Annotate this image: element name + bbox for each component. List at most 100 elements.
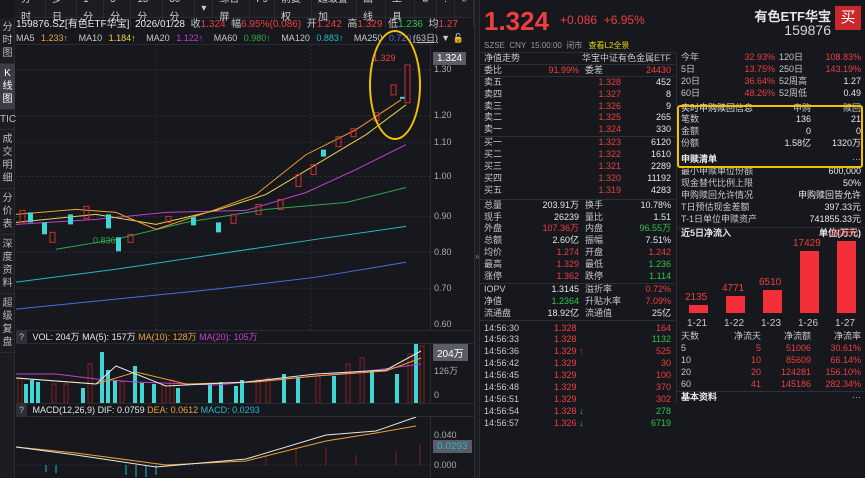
- ask-row[interactable]: 卖三 1.326 9: [484, 100, 671, 111]
- tab-intraday[interactable]: 分时: [15, 0, 47, 27]
- tab-multiday[interactable]: 多日: [46, 0, 78, 27]
- low-marker: 0.836: [93, 235, 115, 245]
- gear-icon[interactable]: ⚙: [415, 0, 437, 27]
- bid-row[interactable]: 买三 1.321 2289: [484, 161, 671, 172]
- vtab-replay[interactable]: 超级复盘: [0, 294, 15, 353]
- stat-row: 最高 1.329 最低 1.236: [484, 259, 671, 270]
- range-value: 6.95%(0.086): [241, 19, 302, 30]
- vertical-tabs: 分时图 K线图 TICK 成交明细 分价表 深度资料 超级复盘: [0, 18, 23, 478]
- inflow-bar-chart: 2135 4771 6510 17429 20162 1-21 1-22 1-2…: [685, 228, 858, 330]
- nav-trend-link[interactable]: 净值走势: [484, 53, 521, 63]
- vtab-intraday[interactable]: 分时图: [0, 18, 15, 64]
- stat-row: 外盘 107.36万 内盘 96.55万: [484, 223, 671, 234]
- quote-panel: 1.324 +0.086 +6.95% 有色ETF华宝 159876 买 SZS…: [480, 0, 865, 478]
- period-dropdown-icon[interactable]: ▼: [441, 33, 450, 43]
- list-item: 申购赎回允许情况 申购赎回皆允许: [681, 189, 861, 200]
- orderbook-column: 净值走势 华宝中证有色金属ETF 委比 91.99% 委差 24430 卖五 1.328 4…: [480, 52, 675, 430]
- forward-adjust-button[interactable]: 前复权: [275, 0, 312, 27]
- volume-header: ? VOL: 204万 MA(5): 157万 MA(10): 128万 MA(…: [16, 330, 474, 344]
- vtab-kline[interactable]: K线图: [0, 64, 15, 110]
- flow-header: 天数 净流天 净流额 净流率: [681, 331, 861, 342]
- price-axis: 1.324 1.30 1.20 1.10 1.00 0.90 0.80 0.70…: [430, 44, 474, 330]
- tick-row: 14:56:54 1.328 ↓ 278: [484, 405, 671, 416]
- lock-icon[interactable]: 🔓: [452, 33, 464, 43]
- bid-row[interactable]: 买四 1.320 11192: [484, 172, 671, 183]
- vtab-price-table[interactable]: 分价表: [0, 189, 15, 235]
- buy-button[interactable]: 买: [835, 6, 861, 30]
- kline-info-bar: 159876.SZ[有色ETF华宝] 2026/01/28 收1.324 幅6.…: [16, 19, 459, 30]
- macd-axis: 0.040 0.0293 0.000: [430, 417, 474, 478]
- l2-link[interactable]: 查看L2全景: [588, 41, 630, 50]
- tick-row: 14:56:48 1.329 370: [484, 382, 671, 393]
- composite-screen-button[interactable]: 综合屏: [213, 0, 251, 27]
- vtab-trade-detail[interactable]: 成交明细: [0, 130, 15, 189]
- f9-button[interactable]: F9: [250, 0, 275, 27]
- candlestick-chart[interactable]: 1.329 0.836: [16, 44, 430, 330]
- tick-row: 14:56:57 1.326 ↓ 6719: [484, 417, 671, 428]
- tab-5min[interactable]: 5分: [104, 0, 132, 27]
- more-icon[interactable]: ···: [852, 391, 861, 402]
- list-item: 现金替代比例上限 50%: [681, 177, 861, 188]
- tab-1min[interactable]: 1分: [77, 0, 105, 27]
- tools-button[interactable]: 工具: [386, 0, 415, 27]
- sub-row: 份额 1.58亿 1320万: [681, 138, 861, 149]
- candles: [19, 64, 411, 252]
- tick-row: 14:56:33 1.328 1132: [484, 334, 671, 345]
- period-selector[interactable]: (63日): [412, 33, 438, 43]
- date-label: 2026/01/28: [134, 19, 185, 30]
- draw-button[interactable]: 画线: [357, 0, 386, 27]
- tick-row: 14:56:30 1.328 164: [484, 322, 671, 333]
- down-arrow-icon: ↓: [579, 417, 584, 428]
- tab-30min[interactable]: 30分: [163, 0, 196, 27]
- help-icon[interactable]: ?: [437, 0, 456, 27]
- price-change: +0.086 +6.95%: [560, 13, 645, 27]
- collapse-handle[interactable]: »: [474, 0, 480, 478]
- tick-row: 14:56:42 1.329 30: [484, 358, 671, 369]
- perf-row: 5日 13.75% 250日 143.19%: [681, 63, 861, 74]
- market-meta: SZSE CNY 15:00:00 闭市 查看L2全景: [484, 41, 630, 50]
- perf-row: 20日 36.64% 52周高 1.27: [681, 75, 861, 86]
- ask-row[interactable]: 卖二 1.325 265: [484, 112, 671, 123]
- stat-row: 净值 1.2364 升贴水率 7.09%: [484, 295, 671, 306]
- security-name: 有色ETF华宝: [754, 9, 831, 24]
- tick-row: 14:56:45 1.329 100: [484, 370, 671, 381]
- high-value: 1.329: [357, 19, 383, 30]
- highlight-ellipse: [369, 30, 421, 140]
- bid-row[interactable]: 买五 1.319 4283: [484, 184, 671, 195]
- vtab-depth[interactable]: 深度资料: [0, 235, 15, 294]
- current-price-tag: 1.324: [433, 52, 467, 65]
- ask-row[interactable]: 卖一 1.324 330: [484, 124, 671, 135]
- vtab-tick[interactable]: TICK: [0, 110, 23, 130]
- tab-15min[interactable]: 15分: [131, 0, 164, 27]
- ask-row[interactable]: 卖四 1.327 8: [484, 88, 671, 99]
- more-icon[interactable]: ···: [852, 154, 861, 165]
- security-code: 159876: [784, 22, 831, 38]
- last-price: 1.324: [484, 6, 550, 36]
- bid-row[interactable]: 买一 1.323 6120: [484, 137, 671, 148]
- fund-info-column: 今年 32.93% 120日 108.83% 5日 13.75% 250日 143.19% …: [676, 52, 865, 403]
- stat-row: 流通盘 18.92亿 流通值 25亿: [484, 307, 671, 318]
- stat-row: 总量 203.91万 换手 10.78%: [484, 199, 671, 210]
- bid-row[interactable]: 买二 1.322 1610: [484, 149, 671, 160]
- list-item: 最小申赎单位份额 600,000: [681, 166, 861, 177]
- period-dropdown-icon[interactable]: ▾: [195, 0, 214, 18]
- close-value: 1.324: [200, 19, 226, 30]
- help-icon[interactable]: ?: [16, 331, 27, 344]
- macd-chart[interactable]: [16, 417, 430, 478]
- expand-icon[interactable]: »: [455, 0, 474, 27]
- sub-header: 实时申购赎回信息 申购 赎回: [681, 102, 861, 113]
- tick-row: 14:56:51 1.329 302: [484, 393, 671, 404]
- flow-row: 20 20 124281 156.10%: [681, 367, 861, 378]
- up-arrow-icon: ↑: [579, 346, 584, 357]
- ask-row[interactable]: 卖五 1.328 452: [484, 76, 671, 87]
- overlay-button[interactable]: 超级叠加: [312, 0, 357, 27]
- volume-chart[interactable]: [16, 344, 430, 403]
- help-icon[interactable]: ?: [16, 404, 27, 417]
- sub-row: 金额 0 0: [681, 126, 861, 137]
- stat-row: 均价 1.274 开盘 1.242: [484, 247, 671, 258]
- list-item: T-1日单位申赎资产 741855.33元: [681, 213, 861, 224]
- kline-panel: 分时 多日 1分 5分 15分 30分 ▾ 综合屏 F9 前复权 超级叠加 画线…: [0, 0, 474, 478]
- low-value: 1.236: [397, 19, 423, 30]
- perf-row: 60日 48.26% 52周低 0.49: [681, 87, 861, 98]
- chart-toolbar: 分时 多日 1分 5分 15分 30分 ▾ 综合屏 F9 前复权 超级叠加 画线…: [15, 0, 474, 27]
